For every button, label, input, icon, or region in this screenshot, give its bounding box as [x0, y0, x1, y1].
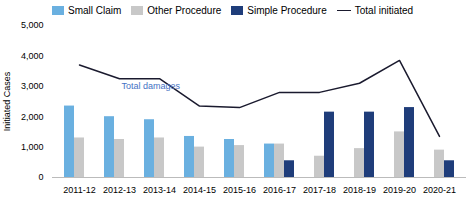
svg-text:Initiated Cases: Initiated Cases — [2, 71, 12, 131]
svg-text:4,000: 4,000 — [21, 51, 44, 61]
svg-text:Total damages: Total damages — [122, 81, 181, 91]
svg-text:2015-16: 2015-16 — [223, 185, 256, 195]
svg-text:3,000: 3,000 — [21, 81, 44, 91]
html-text:Total initiated: Total initiated — [354, 4, 414, 16]
svg-text:2018-19: 2018-19 — [343, 185, 376, 195]
svg-text:2016-17: 2016-17 — [263, 185, 296, 195]
svg-text:2017-18: 2017-18 — [303, 185, 336, 195]
svg-text:1,000: 1,000 — [21, 142, 44, 152]
svg-text:2014-15: 2014-15 — [183, 185, 216, 195]
svg-text:0: 0 — [38, 172, 43, 182]
svg-text:2019-20: 2019-20 — [383, 185, 416, 195]
html-text:Simple Procedure: Simple Procedure — [247, 4, 327, 16]
svg-text:2020-21: 2020-21 — [423, 185, 456, 195]
svg-text:2013-14: 2013-14 — [143, 185, 176, 195]
svg-text:5,000: 5,000 — [21, 20, 44, 30]
svg-text:2011-12: 2011-12 — [63, 185, 95, 195]
html-text:Other Procedure: Other Procedure — [147, 4, 222, 16]
html-text:Small Claim: Small Claim — [68, 4, 122, 16]
svg-text:2,000: 2,000 — [21, 112, 44, 122]
svg-text:2012-13: 2012-13 — [103, 185, 136, 195]
